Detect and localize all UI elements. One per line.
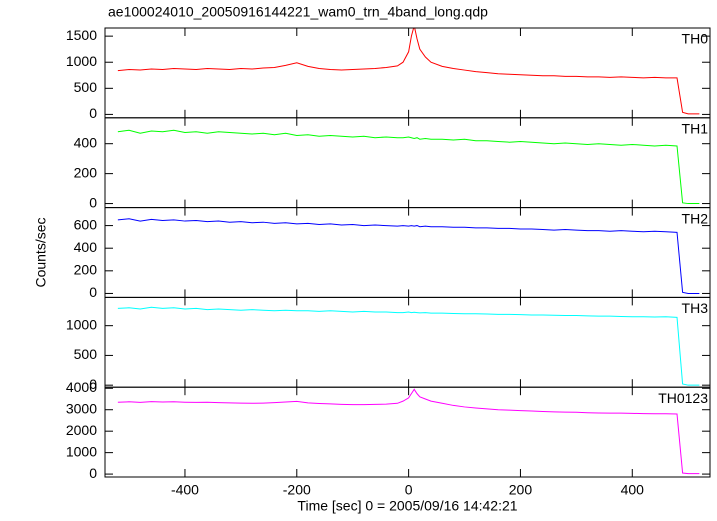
y-tick-label: 0 xyxy=(89,376,97,392)
panel-label: TH0 xyxy=(682,31,709,47)
chart-title: ae100024010_20050916144221_wam0_trn_4ban… xyxy=(108,4,488,20)
y-tick-label: 500 xyxy=(74,79,98,95)
panel-label: TH0123 xyxy=(658,390,708,406)
plot-frame xyxy=(104,386,711,478)
y-tick-label: 2000 xyxy=(66,422,97,438)
y-tick-label: 500 xyxy=(74,346,98,362)
y-axis-label: Counts/sec xyxy=(33,217,49,287)
x-tick-label: 200 xyxy=(509,482,533,498)
y-tick-label: 1000 xyxy=(66,316,97,332)
y-tick-label: 600 xyxy=(74,216,98,232)
plot-frame xyxy=(104,207,711,298)
y-tick-label: 400 xyxy=(74,134,98,150)
plot-frame xyxy=(104,296,711,388)
plot-frame xyxy=(104,27,711,119)
y-tick-label: 1500 xyxy=(66,27,97,43)
data-line xyxy=(117,306,700,386)
x-tick-label: -400 xyxy=(171,482,199,498)
y-tick-label: 400 xyxy=(74,239,98,255)
y-tick-label: 1000 xyxy=(66,53,97,69)
y-tick-label: 1000 xyxy=(66,443,97,459)
x-tick-label: 0 xyxy=(405,482,413,498)
y-tick-label: 4000 xyxy=(66,379,97,395)
x-axis-label: Time [sec] 0 = 2005/09/16 14:42:21 xyxy=(297,498,517,514)
y-tick-label: 0 xyxy=(89,465,97,481)
panel-label: TH1 xyxy=(682,121,709,137)
data-line xyxy=(117,388,700,475)
y-tick-label: 0 xyxy=(89,284,97,300)
data-line xyxy=(117,28,700,115)
panel-label: TH2 xyxy=(682,210,709,226)
y-tick-label: 200 xyxy=(74,164,98,180)
panel-label: TH3 xyxy=(682,300,709,316)
y-tick-label: 3000 xyxy=(66,400,97,416)
y-tick-label: 0 xyxy=(89,105,97,121)
x-tick-label: 400 xyxy=(621,482,645,498)
data-line xyxy=(117,218,700,294)
data-line xyxy=(117,129,700,205)
y-tick-label: 0 xyxy=(89,194,97,210)
y-tick-label: 200 xyxy=(74,262,98,278)
x-tick-label: -200 xyxy=(283,482,311,498)
